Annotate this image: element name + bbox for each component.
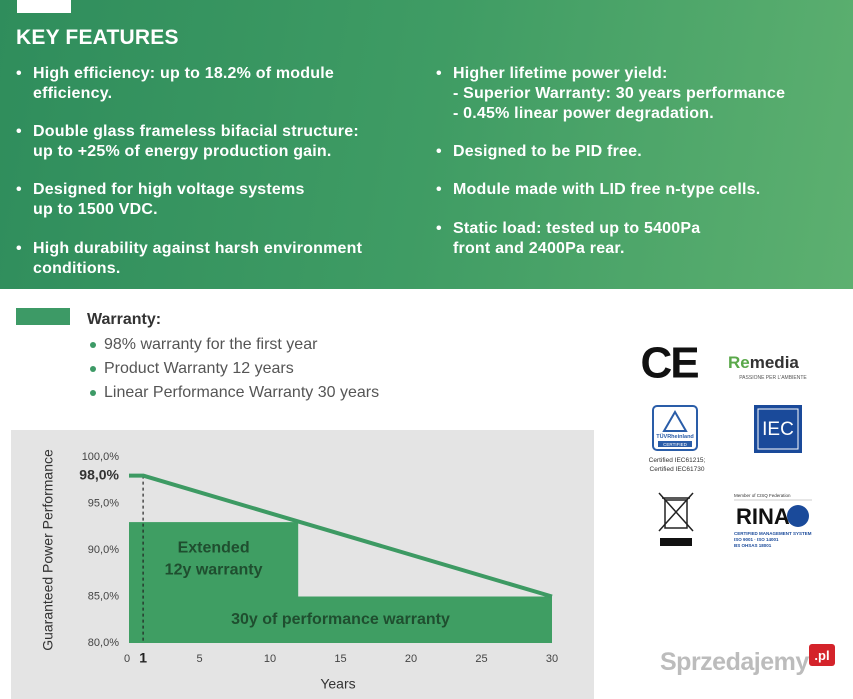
weee-bar bbox=[660, 538, 692, 546]
rina-line: BS OHSAS 18001 bbox=[734, 543, 772, 548]
chart: Extended 12y warranty 30y of performance w… bbox=[11, 430, 594, 699]
rina-member: Member of CISQ Federation bbox=[734, 493, 791, 498]
y-tick-label: 85,0% bbox=[88, 590, 119, 602]
bullet: • bbox=[16, 181, 22, 198]
warranty-text: 98% warranty for the first year bbox=[104, 336, 318, 353]
feature-item: • Designed for high voltage systems up to … bbox=[16, 180, 305, 220]
feature-line: up to +25% of energy production gain. bbox=[33, 143, 332, 160]
tuv-note: Certified IEC61215; bbox=[649, 457, 706, 464]
feature-item: • Double glass frameless bifacial structu… bbox=[16, 122, 359, 162]
warranty-item: Product Warranty 12 years bbox=[90, 360, 294, 378]
band-label: Extended bbox=[178, 540, 250, 557]
tuv-triangle bbox=[662, 410, 688, 432]
certifications: CE Remedia PASSIONE PER L'AMBIENTE TÜVRh… bbox=[640, 339, 812, 548]
rina-seal bbox=[787, 505, 809, 527]
warranty-bar bbox=[16, 308, 70, 325]
feature-item: • High durability against harsh environme… bbox=[16, 239, 363, 279]
section-title: KEY FEATURES bbox=[16, 26, 179, 49]
feature-item: • High efficiency: up to 18.2% of module e… bbox=[16, 64, 334, 104]
remedia-logo: Remedia bbox=[728, 353, 799, 372]
y-axis-label: Guaranteed Power Performance bbox=[40, 449, 56, 651]
x-tick-label: 15 bbox=[334, 653, 346, 665]
watermark: Sprzedajemy .pl bbox=[660, 644, 835, 676]
bullet bbox=[90, 342, 96, 348]
feature-line: efficiency. bbox=[33, 85, 113, 102]
marker-y-label: 98,0% bbox=[79, 466, 119, 482]
rina-line: ISO 9001 · ISO 14001 bbox=[734, 537, 779, 542]
ce-logo: CE bbox=[640, 339, 698, 388]
tuv-badge-bg bbox=[658, 441, 692, 447]
remedia-tagline: PASSIONE PER L'AMBIENTE bbox=[739, 375, 807, 381]
feature-item: • Static load: tested up to 5400Pa front a… bbox=[436, 219, 701, 259]
feature-line: High efficiency: up to 18.2% of module bbox=[33, 65, 334, 82]
x-tick-label: 30 bbox=[546, 653, 558, 665]
warranty-item: 98% warranty for the first year bbox=[90, 336, 318, 354]
warranty-band bbox=[129, 596, 552, 643]
x-tick-label: 0 bbox=[124, 653, 130, 665]
bullet: • bbox=[436, 181, 442, 198]
weee-logo bbox=[658, 492, 694, 532]
x-tick-label: 10 bbox=[264, 653, 276, 665]
feature-line: Higher lifetime power yield: bbox=[453, 65, 668, 82]
warranty-text: Product Warranty 12 years bbox=[104, 360, 294, 377]
bullet: • bbox=[16, 240, 22, 257]
y-tick-label: 80,0% bbox=[88, 637, 119, 649]
features-banner bbox=[0, 0, 853, 289]
band-label: 12y warranty bbox=[165, 562, 263, 579]
bullet: • bbox=[16, 123, 22, 140]
bullet bbox=[90, 390, 96, 396]
tuv-logo bbox=[652, 405, 698, 451]
warranty-item: Linear Performance Warranty 30 years bbox=[90, 384, 380, 402]
rina-name: RINA bbox=[736, 504, 790, 529]
feature-line: - Superior Warranty: 30 years performanc… bbox=[453, 85, 786, 102]
watermark-suffix: .pl bbox=[814, 648, 829, 663]
performance-line bbox=[129, 473, 553, 599]
y-tick-label: 90,0% bbox=[88, 544, 119, 556]
feature-line: conditions. bbox=[33, 260, 121, 277]
iec-logo bbox=[754, 405, 802, 453]
feature-line: up to 1500 VDC. bbox=[33, 201, 158, 218]
iec-frame bbox=[757, 408, 799, 450]
y-tick-label: 95,0% bbox=[88, 497, 119, 509]
feature-item: • Higher lifetime power yield: - Superior … bbox=[436, 64, 786, 124]
watermark-text: Sprzedajemy bbox=[660, 648, 809, 676]
feature-line: - 0.45% linear power degradation. bbox=[453, 105, 714, 122]
warranty-text: Linear Performance Warranty 30 years bbox=[104, 384, 380, 401]
bullet: • bbox=[436, 65, 442, 82]
watermark-badge bbox=[809, 644, 835, 666]
warranty-title: Warranty: bbox=[87, 311, 162, 328]
x-axis-label: Years bbox=[320, 676, 355, 692]
feature-line: Designed for high voltage systems bbox=[33, 181, 305, 198]
tuv-name: TÜVRheinland bbox=[656, 433, 694, 440]
feature-line: Designed to be PID free. bbox=[453, 143, 642, 160]
bullet bbox=[90, 366, 96, 372]
x-tick-label: 25 bbox=[475, 653, 487, 665]
y-tick-label: 100,0% bbox=[82, 451, 120, 463]
x-tick-label: 20 bbox=[405, 653, 417, 665]
bullet: • bbox=[16, 65, 22, 82]
band-label: 30y of performance warranty bbox=[231, 611, 450, 628]
tuv-badge: CERTIFIED bbox=[663, 442, 687, 447]
chart-background bbox=[11, 430, 594, 699]
tuv-note: Certified IEC61730 bbox=[650, 466, 705, 473]
x-tick-label: 5 bbox=[196, 653, 202, 665]
feature-item: • Module made with LID free n-type cells. bbox=[436, 180, 761, 200]
remedia-re: Re bbox=[728, 353, 750, 372]
feature-line: Static load: tested up to 5400Pa bbox=[453, 220, 701, 237]
bullet: • bbox=[436, 143, 442, 160]
feature-line: front and 2400Pa rear. bbox=[453, 240, 625, 257]
feature-line: High durability against harsh environmen… bbox=[33, 240, 363, 257]
remedia-media: media bbox=[750, 353, 800, 372]
tab bbox=[17, 0, 71, 13]
rina-line: CERTIFIED MANAGEMENT SYSTEM bbox=[734, 531, 812, 536]
feature-line: Module made with LID free n-type cells. bbox=[453, 181, 761, 198]
bullet: • bbox=[436, 220, 442, 237]
feature-line: Double glass frameless bifacial structur… bbox=[33, 123, 359, 140]
iec-text: IEC bbox=[762, 419, 794, 440]
marker-x-label: 1 bbox=[139, 650, 147, 666]
feature-item: • Designed to be PID free. bbox=[436, 142, 642, 162]
